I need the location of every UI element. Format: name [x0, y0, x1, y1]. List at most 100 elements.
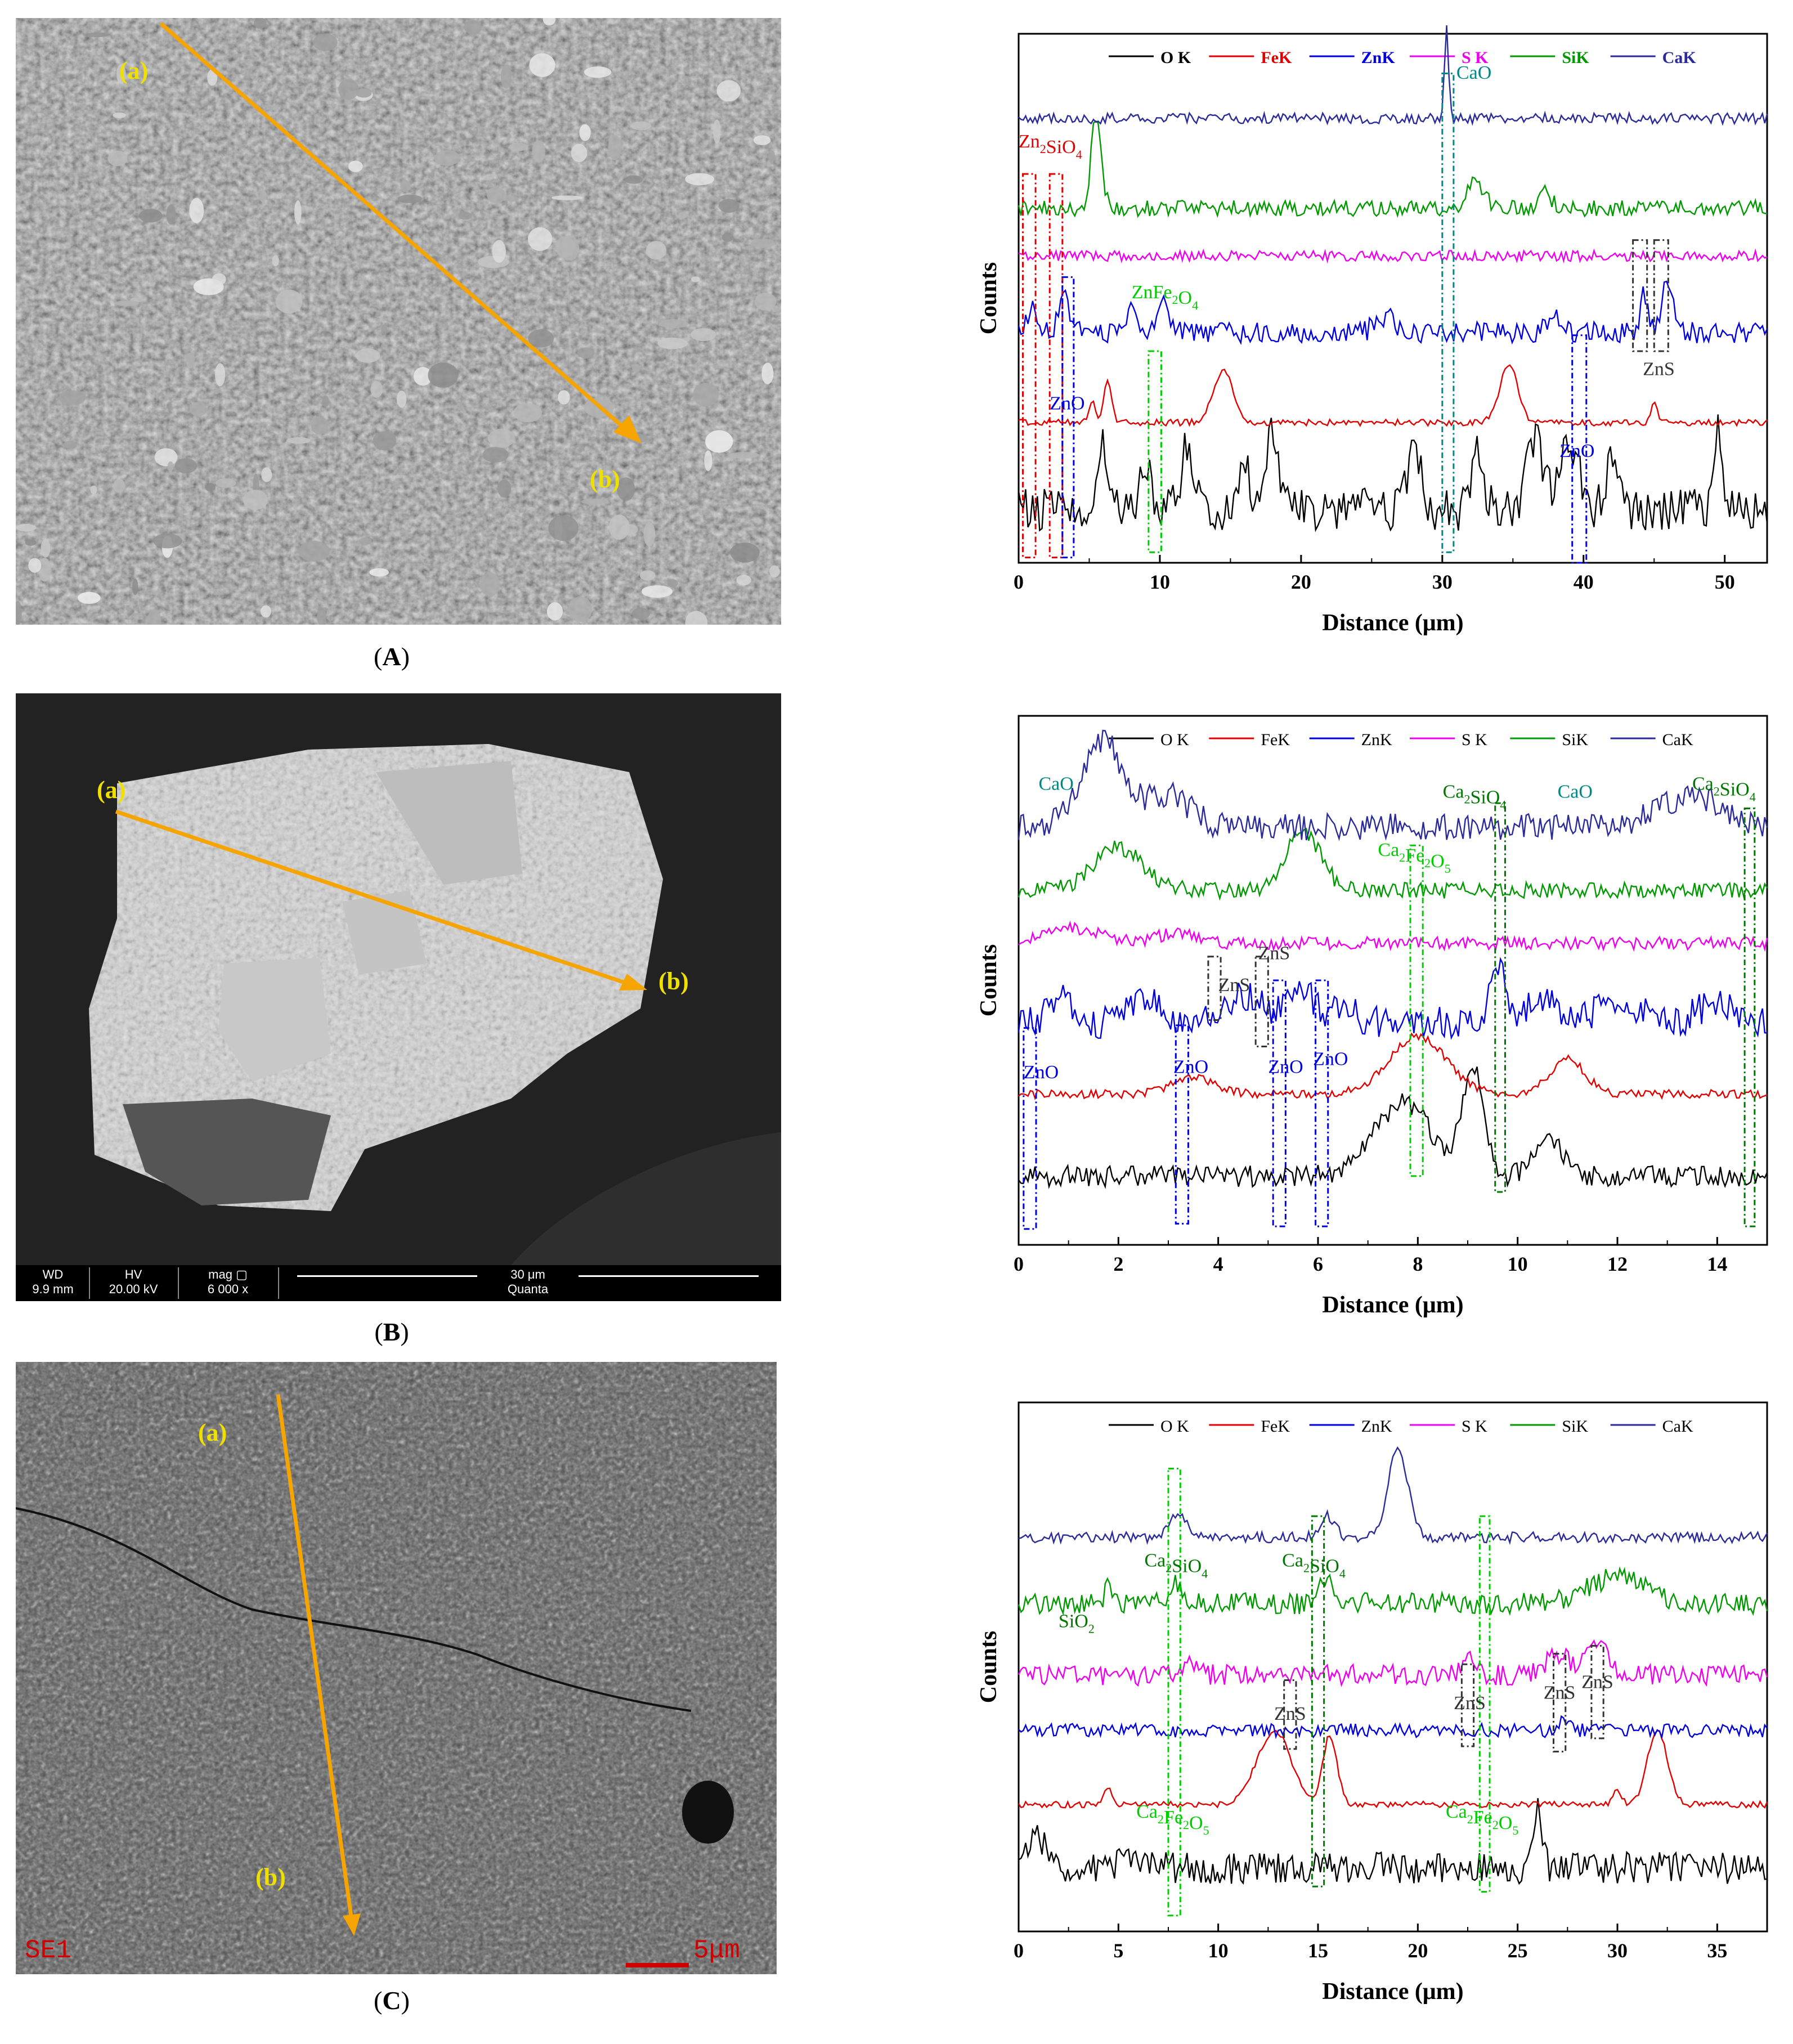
phase-box: [1441, 73, 1455, 553]
phase-annotation: Ca2Fe2O5: [1378, 840, 1450, 876]
x-tick-label: 25: [1508, 1939, 1528, 1962]
phase-annotation: SiO2: [1059, 1611, 1095, 1636]
databar-mag-value: 6 000 x: [207, 1282, 249, 1296]
series-line: [1018, 1715, 1768, 1740]
phase-box: [1167, 1468, 1181, 1917]
x-tick-label: 8: [1413, 1253, 1423, 1275]
phase-annotation: Ca2SiO4: [1443, 782, 1507, 812]
scan-arrowhead-a: [613, 415, 642, 443]
phase-annotation: ZnS: [1258, 943, 1290, 963]
phase-annotation: ZnO: [1050, 393, 1084, 414]
phase-annotation: Ca2SiO4: [1144, 1550, 1208, 1580]
chart-c-svg: 0 5 10 15 20 25 30 35 Distance (μm) Counts O K FeK Z…: [976, 1401, 1768, 2005]
legend: O K FeK ZnK S K SiK CaK: [1109, 1417, 1693, 1436]
x-tick-label: 0: [1014, 1939, 1024, 1962]
series-line: [1017, 827, 1768, 901]
scan-end-label-c: (b): [255, 1863, 286, 1891]
plot-frame: [1017, 1401, 1768, 1933]
x-tick-label: 20: [1407, 1939, 1428, 1962]
y-axis-label: Counts: [976, 944, 1002, 1016]
series-line: [1018, 25, 1768, 126]
x-tick-label: 40: [1574, 571, 1594, 593]
legend-label: O K: [1160, 1417, 1189, 1436]
phase-annotation: CaO: [1456, 62, 1491, 83]
sem-overlay-b: [115, 809, 647, 990]
legend-label: S K: [1462, 1417, 1487, 1436]
scan-arrowhead-c: [343, 1913, 361, 1936]
legend-label: ZnK: [1361, 1417, 1392, 1436]
phase-box: [1283, 1679, 1297, 1750]
sem-image-b: WD 9.9 mm HV 20.00 kV mag ▢ 6 000 x 30 μm Q…: [16, 693, 781, 1301]
legend-label: SiK: [1562, 730, 1588, 749]
databar-hv-value: 20.00 kV: [109, 1282, 158, 1296]
legend-label: FeK: [1261, 730, 1290, 749]
scan-start-label-b: (a): [97, 776, 126, 804]
x-tick-label: 35: [1707, 1939, 1727, 1962]
sem-detector-label: SE1: [25, 1936, 71, 1965]
legend-label: CaK: [1662, 48, 1697, 67]
x-axis-label: Distance (μm): [1322, 610, 1463, 636]
x-axis-label: Distance (μm): [1322, 1292, 1463, 1318]
legend-label: FeK: [1261, 1417, 1290, 1436]
chart-c: 0 5 10 15 20 25 30 35 Distance (μm) Counts O K FeK Z…: [968, 1391, 1778, 2036]
panel-label-c: (C): [374, 1986, 410, 2015]
scan-start-label-c: (a): [198, 1419, 227, 1446]
chart-a-svg: 0 10 20 30 40 50 Distance (μm) Counts O K FeK ZnK S…: [976, 25, 1768, 636]
sem-databar-b: WD 9.9 mm HV 20.00 kV mag ▢ 6 000 x 30 μm Q…: [16, 1265, 781, 1301]
phase-box: [1653, 239, 1669, 352]
phase-annotation: Ca2SiO4: [1282, 1550, 1346, 1580]
x-tick-label: 0: [1014, 571, 1024, 593]
sem-overlay-c: [276, 1394, 361, 1936]
scan-end-label-a: (b): [590, 465, 620, 493]
scan-line-c: [276, 1394, 355, 1925]
phase-box: [1175, 1024, 1189, 1225]
sem-scale-bar-c: [626, 1963, 689, 1967]
series-line: [1018, 1798, 1768, 1885]
sem-image-a-texture: [16, 18, 781, 625]
phase-annotation: ZnO: [1313, 1048, 1348, 1069]
phase-annotation: Ca2SiO4: [1692, 774, 1756, 804]
legend-label: FeK: [1261, 48, 1292, 67]
scan-arrowhead-b: [619, 974, 647, 990]
series-line: [1017, 280, 1768, 346]
x-axis-label: Distance (μm): [1322, 1979, 1463, 2005]
sem-image-c-texture: [16, 1362, 777, 1974]
legend: O K FeK ZnK S K SiK CaK: [1109, 730, 1693, 749]
scan-line-a: [159, 22, 632, 435]
phase-annotation: ZnO: [1559, 441, 1594, 461]
series-line: [1017, 1566, 1768, 1616]
legend-label: O K: [1160, 48, 1191, 67]
series-line: [1017, 1729, 1768, 1809]
x-tick-label: 4: [1213, 1253, 1223, 1275]
phase-box: [1023, 1027, 1037, 1230]
x-tick-label: 10: [1208, 1939, 1229, 1962]
x-tick-label: 15: [1308, 1939, 1328, 1962]
phase-annotation: ZnS: [1454, 1693, 1486, 1714]
series-line: [1017, 729, 1768, 841]
databar-scale-label: 30 μm: [510, 1267, 545, 1281]
x-tick-label: 30: [1607, 1939, 1628, 1962]
legend-label: ZnK: [1361, 48, 1396, 67]
series-line: [1018, 248, 1768, 264]
scan-start-label-a: (a): [119, 57, 149, 84]
sem-image-b-texture: [16, 693, 781, 1301]
x-tick-label: 10: [1508, 1253, 1528, 1275]
panel-label-a-letter: A: [382, 642, 401, 671]
series-line: [1017, 957, 1768, 1040]
phase-box: [1048, 173, 1064, 559]
chart-a: 0 10 20 30 40 50 Distance (μm) Counts O K FeK ZnK S…: [968, 23, 1778, 667]
phase-box: [1571, 334, 1588, 564]
sem-scale-label-c: 5μm: [693, 1936, 740, 1965]
phase-box: [1147, 350, 1162, 553]
x-tick-label: 6: [1313, 1253, 1323, 1275]
x-tick-label: 30: [1432, 571, 1453, 593]
chart-b: 0 2 4 6 8 10 12 14 Distance (μm) Counts O K FeK ZnK S…: [968, 705, 1778, 1338]
phase-box: [1460, 1663, 1475, 1747]
x-tick-label: 5: [1113, 1939, 1123, 1962]
phase-annotation: CaO: [1558, 782, 1593, 803]
databar-wd-header: WD: [42, 1267, 64, 1281]
x-tick-label: 10: [1150, 571, 1170, 593]
legend-label: ZnK: [1361, 730, 1392, 749]
series-line: [1017, 414, 1768, 532]
phase-box: [1315, 979, 1329, 1227]
